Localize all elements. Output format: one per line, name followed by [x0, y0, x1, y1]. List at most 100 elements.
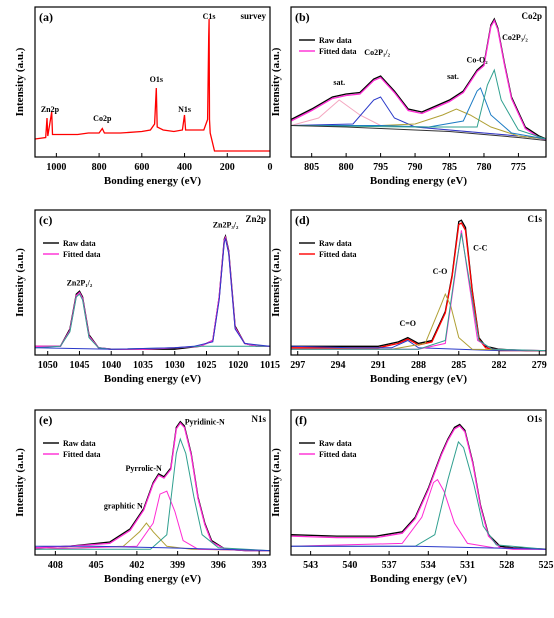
- x-tick-label: 282: [492, 360, 507, 371]
- x-tick-label: 399: [170, 560, 185, 571]
- x-axis-label: Bonding energy (eV): [370, 175, 468, 187]
- peak-annotation: Zn2P₁/₂: [67, 278, 93, 287]
- x-tick-label: 402: [129, 560, 144, 571]
- legend-label: Raw data: [319, 36, 352, 45]
- x-tick-label: 400: [177, 162, 192, 173]
- x-tick-label: 543: [303, 560, 318, 571]
- x-tick-label: 780: [476, 162, 491, 173]
- x-tick-label: 790: [408, 162, 423, 173]
- peak-annotation: Zn2p: [41, 105, 60, 114]
- chart-panel-c: 1050 1045 1040 1035 1030 1025 1020 1015 Bonding …: [14, 209, 280, 385]
- panel-label: (d): [295, 213, 310, 227]
- x-tick-label: 1050: [38, 360, 58, 371]
- component-line-7: [291, 125, 546, 141]
- y-axis-label: Intensity (a.u.): [14, 47, 26, 116]
- peak-annotation: Pyridinic-N: [185, 418, 225, 427]
- component-line-4: [291, 108, 546, 140]
- x-tick-label: 800: [339, 162, 354, 173]
- x-tick-label: 795: [373, 162, 388, 173]
- corner-label: N1s: [251, 414, 266, 424]
- corner-label: survey: [241, 11, 267, 21]
- component-line-2: [291, 339, 546, 352]
- x-tick-label: 600: [134, 162, 149, 173]
- component-line-5: [291, 87, 546, 140]
- corner-label: Co2p: [521, 11, 542, 21]
- x-axis-label: Bonding energy (eV): [370, 373, 468, 385]
- peak-annotation: O1s: [150, 75, 163, 84]
- legend-label: Fitted data: [319, 250, 357, 259]
- x-tick-label: 805: [304, 162, 319, 173]
- x-tick-label: 1020: [228, 360, 248, 371]
- x-tick-label: 200: [220, 162, 235, 173]
- panel-label: (e): [39, 413, 52, 427]
- component-line-5: [291, 233, 546, 352]
- peak-annotation: N1s: [178, 105, 191, 114]
- x-tick-label: 285: [451, 360, 466, 371]
- chart-panel-a: 1000 800 600 400 200 0 Bonding energy (eV) Inte…: [14, 6, 273, 187]
- x-tick-label: 294: [330, 360, 345, 371]
- component-line-3: [291, 292, 546, 352]
- x-tick-label: 0: [268, 162, 273, 173]
- plot-frame: [34, 6, 271, 158]
- fitted-data-line-1: [291, 425, 546, 550]
- plot-frame: [34, 209, 271, 356]
- plot-frame: [290, 209, 547, 356]
- component-line-4: [35, 437, 270, 552]
- component-line-2: [35, 293, 270, 350]
- component-line-2: [291, 478, 546, 550]
- peak-annotation: sat.: [333, 78, 345, 87]
- x-tick-label: 775: [511, 162, 526, 173]
- x-tick-label: 1025: [196, 360, 216, 371]
- legend-label: Raw data: [63, 439, 96, 448]
- chart-panel-e: 408 405 402 399 396 393 Bonding energy (eV) Int…: [14, 409, 271, 585]
- x-axis-label: Bonding energy (eV): [104, 175, 202, 187]
- corner-label: C1s: [527, 214, 542, 224]
- x-tick-label: 800: [92, 162, 107, 173]
- peak-annotation: Co-O₂: [467, 56, 489, 65]
- x-tick-label: 528: [499, 560, 514, 571]
- component-line-0: [35, 18, 270, 152]
- x-tick-label: 537: [382, 560, 397, 571]
- x-axis-label: Bonding energy (eV): [104, 573, 202, 585]
- legend-label: Fitted data: [319, 450, 357, 459]
- peak-annotation: C-C: [473, 244, 487, 253]
- x-tick-label: 534: [421, 560, 436, 571]
- x-tick-label: 405: [89, 560, 104, 571]
- component-line-3: [291, 440, 546, 550]
- component-line-3: [35, 237, 270, 350]
- plot-frame: [290, 409, 547, 556]
- x-tick-label: 1045: [69, 360, 89, 371]
- peak-annotation: Pyrrolic-N: [126, 464, 163, 473]
- peak-annotation: C-O: [433, 267, 448, 276]
- chart-panel-f: 543 540 537 534 531 528 525 Bonding energy (eV)…: [270, 409, 554, 585]
- x-tick-label: 785: [442, 162, 457, 173]
- chart-panel-d: 297 294 291 288 285 282 279 Bonding energy (eV)…: [270, 209, 547, 385]
- legend-label: Raw data: [319, 439, 352, 448]
- x-tick-label: 1035: [133, 360, 153, 371]
- x-tick-label: 1030: [165, 360, 185, 371]
- y-axis-label: Intensity (a.u.): [270, 248, 282, 317]
- legend-label: Fitted data: [63, 250, 101, 259]
- x-tick-label: 297: [290, 360, 305, 371]
- legend-label: Raw data: [63, 239, 96, 248]
- legend-label: Fitted data: [319, 47, 357, 56]
- component-line-4: [291, 545, 546, 550]
- x-tick-label: 393: [252, 560, 267, 571]
- component-line-3: [35, 490, 270, 552]
- y-axis-label: Intensity (a.u.): [14, 448, 26, 517]
- x-axis-label: Bonding energy (eV): [370, 573, 468, 585]
- peak-annotation: Co2P₁/₂: [364, 48, 390, 57]
- corner-label: Zn2p: [245, 214, 266, 224]
- chart-panel-b: 805 800 795 790 785 780 775 Bonding energy (eV)…: [270, 6, 547, 187]
- peak-annotation: Zn2P₃/₂: [213, 220, 239, 229]
- x-axis-label: Bonding energy (eV): [104, 373, 202, 385]
- legend-label: Fitted data: [63, 450, 101, 459]
- x-tick-label: 540: [342, 560, 357, 571]
- peak-annotation: sat.: [447, 72, 459, 81]
- corner-label: O1s: [527, 414, 543, 424]
- fitted-data-line-1: [291, 222, 546, 352]
- y-axis-label: Intensity (a.u.): [14, 248, 26, 317]
- panel-label: (f): [295, 413, 307, 427]
- fitted-data-line-1: [291, 18, 546, 142]
